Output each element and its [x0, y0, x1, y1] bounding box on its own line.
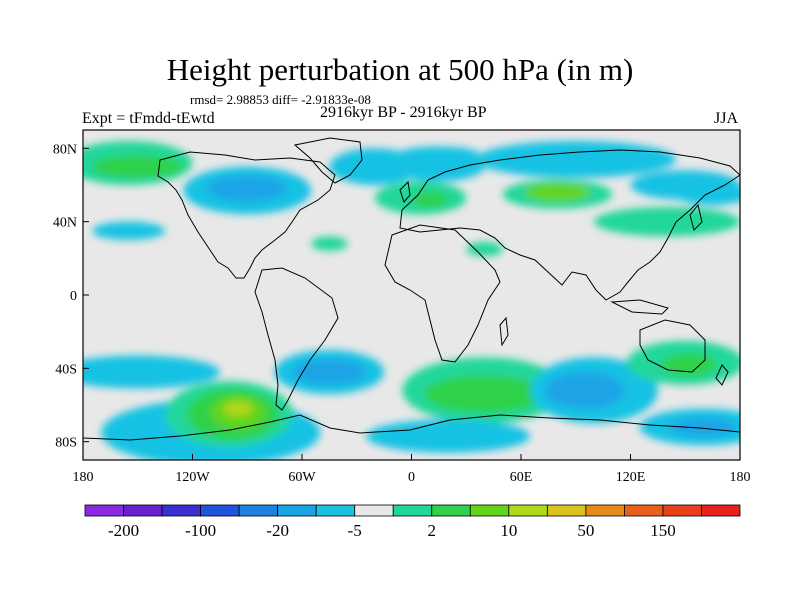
- colorbar-swatch: [315, 504, 356, 517]
- colorbar-swatch: [585, 504, 625, 517]
- colorbar-swatch: [277, 504, 317, 517]
- colorbar-label: 50: [577, 521, 594, 540]
- colorbar-swatch: [431, 504, 471, 517]
- experiment-label: Expt = tFmdd-tEwtd: [82, 110, 215, 127]
- coast-australia: [639, 319, 706, 373]
- anomaly-patch: [292, 359, 366, 385]
- colorbar-swatch: [469, 504, 510, 517]
- colorbar-swatch: [84, 504, 124, 517]
- anomaly-patch: [524, 183, 591, 202]
- coast-japan: [689, 203, 703, 231]
- anomaly-patch: [329, 148, 421, 186]
- coast-indonesia: [610, 299, 669, 315]
- anomaly-patch: [676, 183, 740, 206]
- coast-madagascar: [499, 316, 509, 347]
- coast-north-america: [157, 151, 336, 279]
- colorbar-swatch: [701, 504, 741, 517]
- colorbar-swatch: [238, 504, 279, 517]
- anomaly-patch: [207, 175, 288, 202]
- longitude-axis: 180 120W 60W 0 60E 120E 180: [73, 454, 751, 485]
- anomaly-patch: [594, 207, 740, 237]
- lon-tick-label: 180: [730, 470, 751, 485]
- colorbar-label: 10: [500, 521, 517, 540]
- colorbar-swatch: [354, 504, 394, 517]
- season-label: JJA: [714, 110, 739, 127]
- coast-south-america: [254, 267, 339, 411]
- coast-antarctica: [83, 414, 740, 441]
- colorbar-swatch: [200, 504, 240, 517]
- anomaly-patch: [83, 355, 220, 389]
- colorbar-swatch: [624, 504, 664, 517]
- anomaly-patch: [365, 419, 531, 453]
- latitude-axis: 80N 40N 0 40S 80S: [53, 142, 89, 451]
- colorbar-label: -20: [266, 521, 289, 540]
- colorbar-swatch: [508, 504, 548, 517]
- lon-tick-label: 60W: [288, 470, 316, 485]
- colorbar-swatch: [392, 504, 433, 517]
- colorbar-label: -100: [185, 521, 216, 540]
- anomaly-patch: [223, 401, 253, 416]
- period-label: 2916kyr BP - 2916kyr BP: [320, 104, 487, 121]
- lat-tick-label: 40S: [55, 362, 77, 377]
- anomaly-patch: [311, 236, 348, 252]
- plot-title: Height perturbation at 500 hPa (in m): [166, 52, 634, 87]
- lat-tick-label: 40N: [53, 216, 77, 231]
- anomaly-patch: [544, 372, 626, 409]
- lon-tick-label: 60E: [510, 470, 533, 485]
- colorbar: -200 -100 -20 -5 2 10 50 150: [84, 504, 741, 540]
- anomaly-patch: [92, 221, 166, 240]
- lon-tick-label: 0: [408, 470, 415, 485]
- anomaly-patch: [424, 375, 545, 413]
- lat-tick-label: 80N: [53, 142, 77, 157]
- anomaly-patch: [92, 155, 184, 178]
- anomaly-patch: [661, 353, 717, 376]
- colorbar-swatch: [123, 504, 163, 517]
- lat-tick-label: 80S: [55, 436, 77, 451]
- lon-tick-label: 120W: [175, 470, 210, 485]
- colorbar-label: -200: [108, 521, 139, 540]
- coast-greenland: [293, 137, 363, 184]
- coastlines: [83, 137, 740, 441]
- stats-line: rmsd= 2.98853 diff= -2.91833e-08: [190, 92, 371, 107]
- coast-new-zealand: [715, 364, 729, 386]
- field-shading: [83, 141, 740, 460]
- colorbar-label: -5: [348, 521, 362, 540]
- anomaly-patch: [411, 192, 448, 208]
- colorbar-swatch: [161, 504, 201, 517]
- coast-africa: [384, 224, 501, 363]
- anomaly-patch: [393, 152, 485, 182]
- anomaly-patch: [670, 417, 737, 437]
- colorbar-label: 2: [428, 521, 437, 540]
- lon-tick-label: 120E: [616, 470, 646, 485]
- colorbar-label: 150: [650, 521, 676, 540]
- coast-eurasia: [399, 149, 740, 301]
- lon-tick-label: 180: [73, 470, 94, 485]
- anomaly-patch: [466, 241, 503, 257]
- lat-tick-label: 0: [70, 289, 77, 304]
- coast-britain: [399, 180, 411, 203]
- colorbar-swatch: [662, 504, 702, 517]
- colorbar-swatch: [546, 504, 587, 517]
